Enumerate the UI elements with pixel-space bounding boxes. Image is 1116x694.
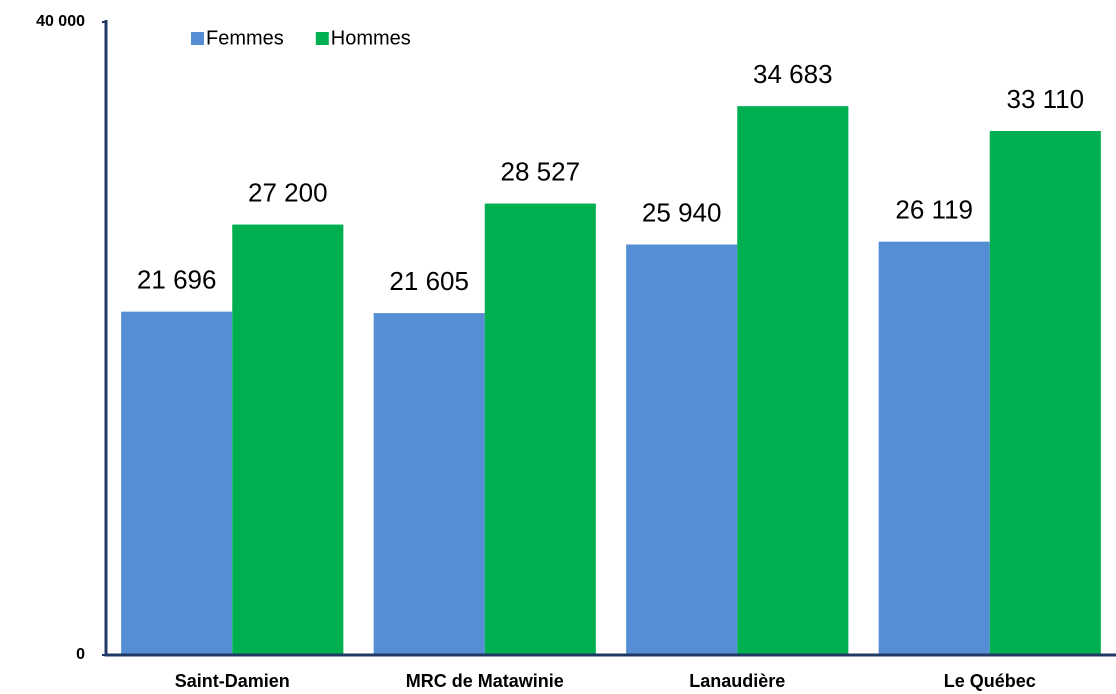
legend-swatch xyxy=(315,32,329,45)
value-label: 21 696 xyxy=(137,265,217,295)
legend-label: Hommes xyxy=(331,27,411,49)
value-label: 21 605 xyxy=(389,266,469,296)
bar xyxy=(484,203,596,655)
bar xyxy=(626,244,738,655)
value-label: 27 200 xyxy=(248,177,328,207)
bar xyxy=(878,241,990,656)
value-label: 33 110 xyxy=(1007,84,1085,114)
value-label: 34 683 xyxy=(753,59,833,89)
bar xyxy=(373,313,485,655)
legend-swatch xyxy=(191,32,204,45)
x-tick-label: Lanaudière xyxy=(689,671,785,691)
bar xyxy=(121,311,233,655)
y-tick-label: 0 xyxy=(76,646,85,663)
value-label: 28 527 xyxy=(501,156,581,186)
value-label: 26 119 xyxy=(895,195,973,225)
x-tick-label: Le Québec xyxy=(944,671,1036,691)
bar xyxy=(989,131,1101,656)
legend-label: Femmes xyxy=(206,27,284,49)
y-tick-label: 40 000 xyxy=(36,13,85,30)
x-tick-label: MRC de Matawinie xyxy=(406,671,564,691)
bar xyxy=(737,106,849,655)
value-label: 25 940 xyxy=(642,197,722,227)
bar xyxy=(232,224,344,655)
x-tick-label: Saint-Damien xyxy=(175,671,290,691)
